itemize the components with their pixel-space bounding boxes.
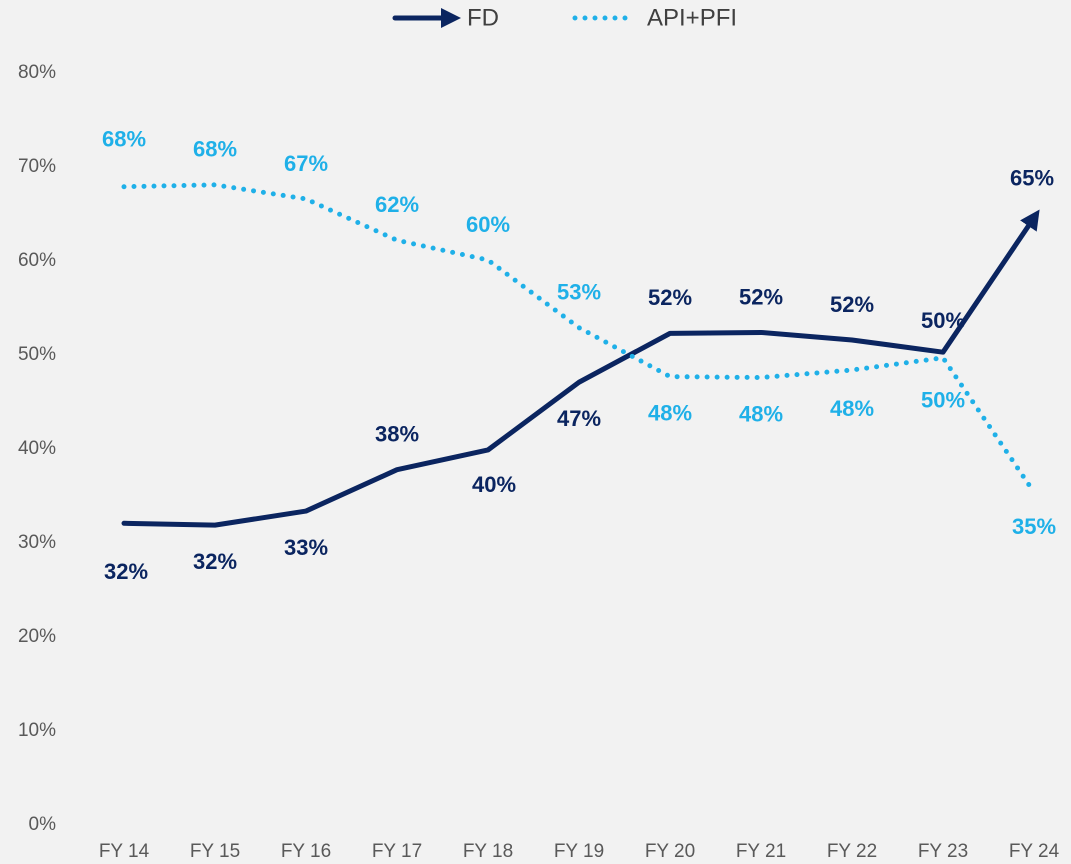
legend-label: FD	[467, 4, 499, 31]
x-tick-label: FY 15	[190, 841, 240, 862]
x-tick-label: FY 18	[463, 841, 513, 862]
y-tick-label: 30%	[18, 532, 56, 553]
data-label: 32%	[193, 549, 237, 574]
line-1	[121, 182, 1037, 495]
y-tick-label: 0%	[29, 814, 57, 835]
data-label: 50%	[921, 308, 965, 333]
x-tick-label: FY 23	[918, 841, 968, 862]
data-label: 68%	[102, 127, 146, 152]
line-0	[121, 209, 1040, 528]
x-tick-label: FY 19	[554, 841, 604, 862]
data-label: 47%	[557, 406, 601, 431]
y-tick-label: 70%	[18, 156, 56, 177]
x-tick-label: FY 17	[372, 841, 422, 862]
x-tick-label: FY 21	[736, 841, 786, 862]
y-tick-label: 40%	[18, 438, 56, 459]
y-tick-label: 50%	[18, 344, 56, 365]
data-label: 68%	[193, 137, 237, 162]
data-label: 48%	[648, 400, 692, 425]
y-tick-label: 20%	[18, 626, 56, 647]
y-tick-label: 80%	[18, 62, 56, 83]
data-label: 32%	[104, 559, 148, 584]
data-label: 52%	[830, 292, 874, 317]
y-tick-label: 60%	[18, 250, 56, 271]
y-tick-label: 10%	[18, 720, 56, 741]
data-label: 65%	[1010, 166, 1054, 191]
data-label: 40%	[472, 472, 516, 497]
data-label: 35%	[1012, 514, 1056, 539]
x-tick-label: FY 14	[99, 841, 150, 862]
data-label: 52%	[739, 284, 783, 309]
data-label: 53%	[557, 280, 601, 305]
data-label: 52%	[648, 285, 692, 310]
x-tick-label: FY 22	[827, 841, 877, 862]
data-label: 62%	[375, 192, 419, 217]
data-label: 33%	[284, 535, 328, 560]
data-label: 48%	[830, 396, 874, 421]
data-label: 38%	[375, 421, 419, 446]
x-tick-label: FY 24	[1009, 841, 1060, 862]
data-label: 60%	[466, 212, 510, 237]
x-tick-label: FY 20	[645, 841, 695, 862]
data-label: 50%	[921, 388, 965, 413]
x-tick-label: FY 16	[281, 841, 331, 862]
data-label: 67%	[284, 151, 328, 176]
legend-label: API+PFI	[647, 4, 737, 31]
data-label: 48%	[739, 401, 783, 426]
